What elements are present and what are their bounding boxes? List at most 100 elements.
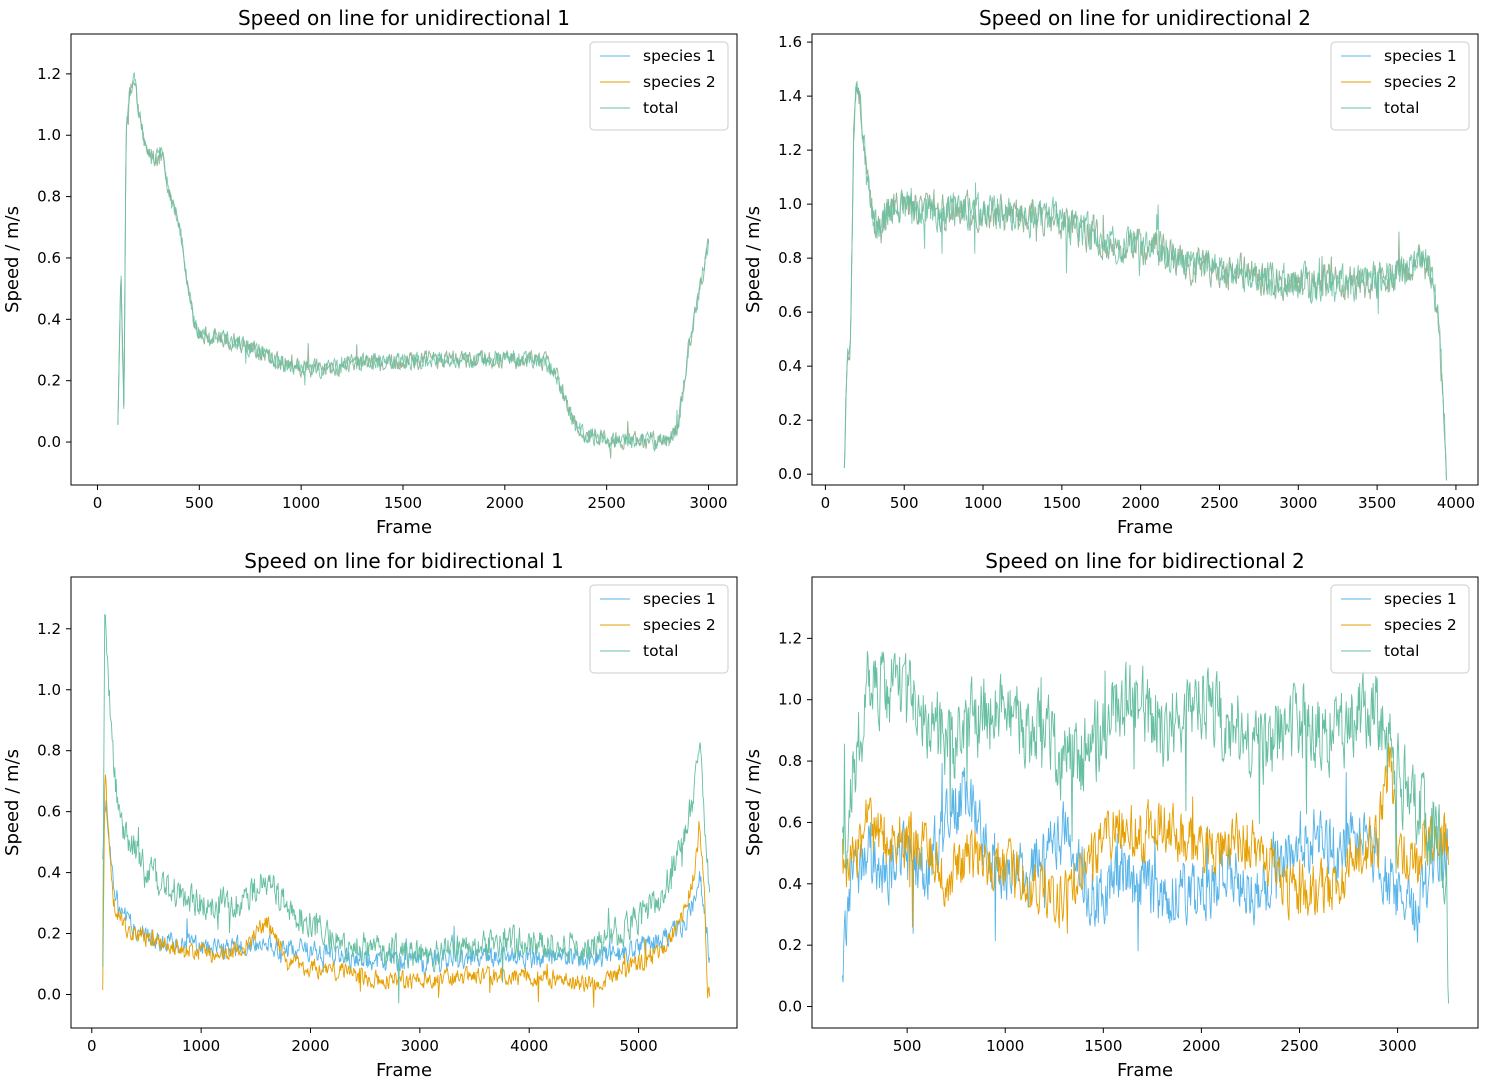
legend: species 1 species 2 total <box>1330 41 1470 131</box>
y-axis-label: Speed / m/s <box>2 206 23 313</box>
y-tick-label: 0.8 <box>37 742 61 760</box>
legend-label-species-2: species 2 <box>1384 616 1457 634</box>
x-tick-label: 2500 <box>1200 494 1238 512</box>
y-tick-label: 1.0 <box>778 691 802 709</box>
chart-title: Speed on line for bidirectional 2 <box>985 549 1304 573</box>
y-tick-label: 1.0 <box>37 681 61 699</box>
legend: species 1 species 2 total <box>589 584 729 674</box>
x-tick-label: 5000 <box>619 1037 657 1055</box>
legend-label-species-1: species 1 <box>643 590 716 608</box>
x-tick-label: 500 <box>893 1037 922 1055</box>
series-line-species-1 <box>102 800 711 977</box>
y-tick-label: 0.8 <box>778 249 802 267</box>
legend-label-total: total <box>1384 99 1419 117</box>
series-line-species-1 <box>841 762 1450 983</box>
x-tick-label: 1000 <box>282 494 320 512</box>
y-tick-label: 0.4 <box>778 357 802 375</box>
panel-bidirectional-2: 500 1000 1500 2000 2500 3000 0.0 0.2 0.4 0.6 0.8 1.… <box>743 549 1479 1081</box>
x-tick-label: 1000 <box>986 1037 1024 1055</box>
y-tick-label: 0.2 <box>778 411 802 429</box>
x-axis-label: Frame <box>1117 1060 1173 1081</box>
x-tick-label: 3500 <box>1358 494 1396 512</box>
y-tick-label: 1.2 <box>778 141 802 159</box>
x-tick-label: 1000 <box>182 1037 220 1055</box>
legend-label-total: total <box>1384 642 1419 660</box>
series-line-total <box>117 71 709 453</box>
legend-label-species-2: species 2 <box>1384 73 1457 91</box>
y-axis-label: Speed / m/s <box>743 749 764 856</box>
x-tick-label: 0 <box>821 494 831 512</box>
x-tick-label: 2000 <box>486 494 524 512</box>
x-tick-label: 1500 <box>1084 1037 1122 1055</box>
x-tick-label: 2000 <box>291 1037 329 1055</box>
y-tick-label: 0.2 <box>778 936 802 954</box>
y-tick-label: 0.6 <box>778 303 802 321</box>
x-tick-label: 2500 <box>1280 1037 1318 1055</box>
x-tick-label: 500 <box>890 494 919 512</box>
x-tick-label: 2000 <box>1182 1037 1220 1055</box>
y-tick-label: 1.2 <box>778 629 802 647</box>
y-tick-label: 0.2 <box>37 372 61 390</box>
x-tick-label: 3000 <box>401 1037 439 1055</box>
y-tick-label: 0.2 <box>37 925 61 943</box>
legend-label-species-2: species 2 <box>643 73 716 91</box>
series-line-species-1 <box>843 82 1447 481</box>
y-tick-label: 0.0 <box>778 465 802 483</box>
chart-title: Speed on line for unidirectional 2 <box>979 6 1311 30</box>
legend-label-species-1: species 1 <box>1384 590 1457 608</box>
legend-label-species-1: species 1 <box>643 47 716 65</box>
x-tick-label: 0 <box>87 1037 97 1055</box>
x-axis-label: Frame <box>376 1060 432 1081</box>
x-tick-label: 500 <box>185 494 214 512</box>
x-tick-label: 3000 <box>1279 494 1317 512</box>
x-tick-label: 2000 <box>1122 494 1160 512</box>
y-tick-label: 0.0 <box>37 433 61 451</box>
axes-frame <box>70 33 738 486</box>
series-line-species-2 <box>117 79 709 459</box>
series-line-species-1 <box>117 79 709 459</box>
y-tick-label: 0.6 <box>37 803 61 821</box>
x-axis-label: Frame <box>376 517 432 538</box>
panel-bidirectional-1: 0 1000 2000 3000 4000 5000 0.0 0.2 0.4 0.6 0.8 1.0 1… <box>2 549 738 1081</box>
x-tick-label: 3000 <box>1378 1037 1416 1055</box>
x-tick-label: 1500 <box>1043 494 1081 512</box>
axes-frame <box>811 33 1479 486</box>
y-tick-label: 1.6 <box>778 33 802 51</box>
y-tick-label: 0.6 <box>37 249 61 267</box>
legend-label-species-1: species 1 <box>1384 47 1457 65</box>
y-tick-label: 1.0 <box>778 195 802 213</box>
y-tick-label: 1.2 <box>37 65 61 83</box>
y-tick-label: 0.0 <box>37 985 61 1003</box>
x-tick-label: 1500 <box>384 494 422 512</box>
legend-label-total: total <box>643 99 678 117</box>
y-axis-label: Speed / m/s <box>743 206 764 313</box>
y-tick-label: 0.4 <box>37 864 61 882</box>
series-line-total <box>843 80 1447 481</box>
x-tick-label: 4000 <box>1437 494 1475 512</box>
x-tick-label: 2500 <box>588 494 626 512</box>
y-tick-label: 0.6 <box>778 813 802 831</box>
legend: species 1 species 2 total <box>1330 584 1470 674</box>
chart-title: Speed on line for bidirectional 1 <box>244 549 563 573</box>
series-line-species-2 <box>841 742 1450 934</box>
x-tick-label: 0 <box>93 494 103 512</box>
series-line-species-2 <box>102 774 711 1008</box>
x-tick-label: 4000 <box>510 1037 548 1055</box>
y-tick-label: 0.8 <box>37 188 61 206</box>
x-tick-label: 3000 <box>689 494 727 512</box>
series-line-species-2 <box>843 82 1447 481</box>
y-tick-label: 1.4 <box>778 87 802 105</box>
legend: species 1 species 2 total <box>589 41 729 131</box>
y-tick-label: 0.4 <box>778 875 802 893</box>
y-tick-label: 0.0 <box>778 998 802 1016</box>
axes-frame <box>811 576 1479 1029</box>
y-tick-label: 0.8 <box>778 752 802 770</box>
x-tick-label: 1000 <box>964 494 1002 512</box>
legend-label-total: total <box>643 642 678 660</box>
axes-frame <box>70 576 738 1029</box>
legend-label-species-2: species 2 <box>643 616 716 634</box>
panel-unidirectional-1: 0 500 1000 1500 2000 2500 3000 0.0 0.2 0.4 0.6 0.8 1… <box>2 6 738 538</box>
y-tick-label: 1.2 <box>37 620 61 638</box>
y-tick-label: 1.0 <box>37 126 61 144</box>
panel-unidirectional-2: 0 500 1000 1500 2000 2500 3000 3500 4000 0.0 0.2 0.… <box>743 6 1479 538</box>
